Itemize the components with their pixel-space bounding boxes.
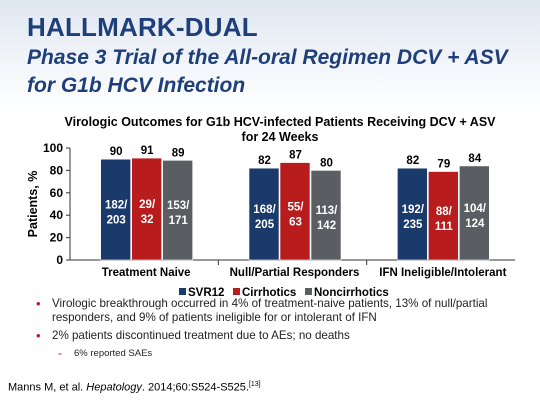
fraction-denominator: 203 bbox=[107, 215, 126, 227]
legend-swatch bbox=[179, 288, 186, 295]
bullet-icon: • bbox=[36, 328, 41, 343]
y-tick-label: 100 bbox=[43, 141, 63, 155]
data-label: 82 bbox=[406, 155, 419, 167]
fraction-numerator: 192/ bbox=[402, 204, 425, 216]
slide-subtitle: Phase 3 Trial of the All-oral Regimen DC… bbox=[27, 46, 508, 97]
data-label: 91 bbox=[141, 145, 154, 157]
fraction-numerator: 29/ bbox=[139, 199, 156, 211]
bullet-icon: • bbox=[36, 296, 41, 311]
citation: Manns M, et al. Hepatology. 2014;60:S524… bbox=[8, 381, 261, 394]
bar-svr12 bbox=[397, 167, 428, 261]
data-label: 90 bbox=[110, 146, 123, 158]
bar-svr12 bbox=[100, 158, 131, 261]
data-label: 79 bbox=[437, 159, 450, 171]
bullet-text: Virologic breakthrough occurred in 4% of… bbox=[52, 297, 488, 324]
bar-svr12 bbox=[248, 167, 280, 261]
fraction-numerator: 168/ bbox=[253, 204, 276, 216]
bar-cirrhotics bbox=[131, 157, 162, 261]
bar-chart: 0 20 40 60 80 100 Patients, % 90 182/203 91 29/32 8… bbox=[26, 141, 515, 299]
fraction-denominator: 32 bbox=[141, 214, 154, 226]
x-tick-label: Null/Partial Responders bbox=[230, 267, 360, 279]
legend-label: SVR12 bbox=[188, 287, 224, 299]
data-label: 87 bbox=[289, 150, 302, 162]
data-label: 82 bbox=[258, 155, 271, 167]
y-tick-label: 80 bbox=[50, 163, 64, 177]
bullet-item: • Virologic breakthrough occurred in 4% … bbox=[36, 297, 516, 325]
y-axis-label: Patients, % bbox=[26, 171, 40, 238]
slide-title: HALLMARK-DUAL bbox=[27, 12, 258, 42]
fraction-denominator: 171 bbox=[169, 215, 189, 227]
data-label: 80 bbox=[320, 157, 333, 169]
sub-bullet-text: 6% reported SAEs bbox=[74, 348, 153, 359]
fraction-numerator: 88/ bbox=[436, 206, 453, 218]
x-tick-label: IFN Ineligible/Intolerant bbox=[379, 267, 506, 279]
fraction-denominator: 142 bbox=[317, 220, 336, 232]
y-tick-label: 0 bbox=[56, 253, 63, 267]
x-tick-label: Treatment Naive bbox=[102, 267, 191, 279]
legend-label: Cirrhotics bbox=[242, 287, 296, 299]
dash-icon: - bbox=[58, 346, 62, 360]
data-label: 89 bbox=[172, 147, 185, 159]
fraction-numerator: 182/ bbox=[105, 200, 128, 212]
fraction-numerator: 55/ bbox=[288, 201, 305, 213]
data-label: 84 bbox=[468, 153, 481, 165]
y-tick-label: 60 bbox=[50, 186, 64, 200]
chart-title: Virologic Outcomes for G1b HCV-infected … bbox=[64, 115, 496, 144]
y-tick-label: 20 bbox=[50, 231, 64, 245]
bar-noncirrhotics bbox=[310, 170, 342, 261]
citation-journal: Hepatology bbox=[86, 381, 142, 394]
legend-label: Noncirrhotics bbox=[314, 287, 389, 299]
fraction-denominator: 124 bbox=[465, 218, 485, 230]
fraction-denominator: 111 bbox=[435, 221, 454, 233]
fraction-numerator: 104/ bbox=[464, 203, 487, 215]
bullet-list: • Virologic breakthrough occurred in 4% … bbox=[36, 297, 516, 361]
fraction-denominator: 235 bbox=[403, 219, 423, 231]
citation-authors: Manns M, et al. bbox=[8, 381, 84, 394]
legend-swatch bbox=[233, 288, 240, 295]
fraction-denominator: 205 bbox=[255, 219, 275, 231]
legend-swatch bbox=[305, 288, 312, 295]
bullet-text: 2% patients discontinued treatment due t… bbox=[52, 329, 350, 342]
bar-noncirrhotics bbox=[459, 165, 490, 261]
bullet-item: • 2% patients discontinued treatment due… bbox=[36, 329, 516, 343]
fraction-numerator: 113/ bbox=[316, 205, 339, 217]
citation-details: . 2014;60:S524-S525. bbox=[141, 381, 249, 394]
fraction-numerator: 153/ bbox=[167, 200, 190, 212]
bar-cirrhotics bbox=[428, 171, 459, 261]
y-tick-label: 40 bbox=[50, 208, 64, 222]
header-band bbox=[0, 0, 540, 112]
fraction-denominator: 63 bbox=[289, 216, 302, 228]
citation-ref: [13] bbox=[248, 381, 261, 388]
bar-cirrhotics bbox=[279, 162, 311, 261]
bar-noncirrhotics bbox=[162, 160, 193, 261]
sub-bullet-item: - 6% reported SAEs bbox=[36, 346, 516, 361]
